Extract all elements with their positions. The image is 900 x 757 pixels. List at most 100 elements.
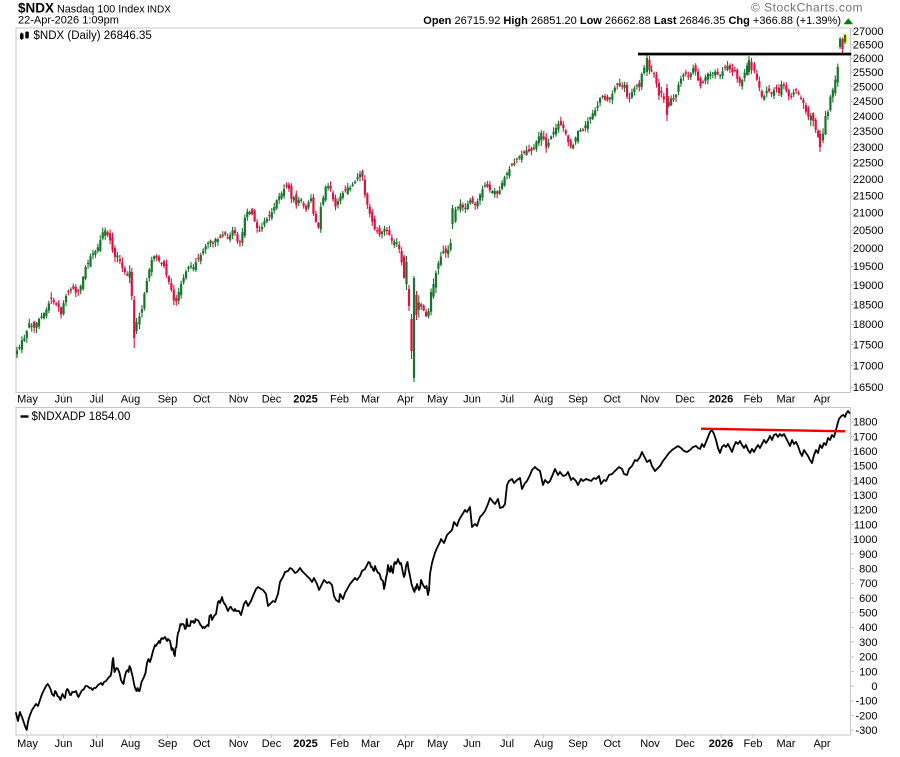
svg-text:Nov: Nov	[229, 738, 249, 750]
svg-text:Feb: Feb	[744, 738, 763, 750]
svg-text:22000: 22000	[853, 174, 884, 186]
svg-text:Sep: Sep	[158, 394, 178, 406]
svg-text:800: 800	[859, 564, 877, 576]
svg-text:Apr: Apr	[813, 394, 830, 406]
svg-text:100: 100	[859, 666, 877, 678]
svg-text:Aug: Aug	[121, 738, 141, 750]
svg-text:Oct: Oct	[603, 738, 620, 750]
svg-text:Jun: Jun	[463, 738, 481, 750]
svg-text:Nov: Nov	[229, 394, 249, 406]
svg-text:Mar: Mar	[777, 394, 796, 406]
svg-text:Sep: Sep	[568, 394, 588, 406]
svg-text:Feb: Feb	[330, 738, 349, 750]
svg-text:Mar: Mar	[361, 394, 380, 406]
svg-text:-200: -200	[855, 710, 877, 722]
svg-text:1300: 1300	[853, 490, 877, 502]
svg-text:Dec: Dec	[262, 394, 282, 406]
svg-text:May: May	[17, 738, 38, 750]
svg-text:Dec: Dec	[262, 738, 282, 750]
svg-text:Jun: Jun	[463, 394, 481, 406]
svg-text:$NDXADP 1854.00: $NDXADP 1854.00	[32, 411, 131, 423]
svg-text:400: 400	[859, 622, 877, 634]
svg-text:22-Apr-2026 1:09pm: 22-Apr-2026 1:09pm	[18, 15, 119, 27]
svg-text:1000: 1000	[853, 534, 877, 546]
svg-text:17000: 17000	[853, 361, 884, 373]
svg-text:25500: 25500	[853, 67, 884, 79]
svg-text:20500: 20500	[853, 225, 884, 237]
svg-text:© StockCharts.com: © StockCharts.com	[751, 1, 863, 15]
svg-text:Sep: Sep	[158, 738, 178, 750]
svg-text:200: 200	[859, 652, 877, 664]
svg-text:23000: 23000	[853, 142, 884, 154]
svg-text:300: 300	[859, 637, 877, 649]
svg-text:26500: 26500	[853, 39, 884, 51]
svg-text:17500: 17500	[853, 340, 884, 352]
svg-text:May: May	[427, 738, 448, 750]
svg-text:24000: 24000	[853, 111, 884, 123]
svg-text:Apr: Apr	[397, 738, 414, 750]
svg-text:21000: 21000	[853, 208, 884, 220]
svg-text:Jul: Jul	[89, 394, 103, 406]
svg-text:900: 900	[859, 549, 877, 561]
svg-text:2025: 2025	[293, 738, 317, 750]
svg-text:1800: 1800	[853, 417, 877, 429]
svg-text:Jul: Jul	[500, 738, 514, 750]
svg-text:21500: 21500	[853, 191, 884, 203]
svg-text:700: 700	[859, 578, 877, 590]
svg-text:Sep: Sep	[568, 738, 588, 750]
svg-text:Mar: Mar	[361, 738, 380, 750]
svg-text:27000: 27000	[853, 26, 884, 38]
svg-text:1500: 1500	[853, 461, 877, 473]
svg-text:25000: 25000	[853, 82, 884, 94]
svg-text:Oct: Oct	[193, 394, 210, 406]
svg-text:Mar: Mar	[777, 738, 796, 750]
svg-text:Aug: Aug	[121, 394, 141, 406]
svg-text:Open 26715.92 High 26851.20 Lo: Open 26715.92 High 26851.20 Low 26662.88…	[423, 15, 841, 27]
svg-text:18500: 18500	[853, 299, 884, 311]
svg-text:Apr: Apr	[813, 738, 830, 750]
svg-text:1100: 1100	[854, 519, 878, 531]
svg-text:-100: -100	[855, 696, 877, 708]
svg-text:1200: 1200	[853, 505, 877, 517]
svg-text:24500: 24500	[853, 96, 884, 108]
svg-text:Apr: Apr	[397, 394, 414, 406]
svg-text:0: 0	[871, 681, 877, 693]
svg-text:500: 500	[859, 608, 877, 620]
svg-text:May: May	[17, 394, 38, 406]
svg-text:Jul: Jul	[500, 394, 514, 406]
svg-text:Jul: Jul	[89, 738, 103, 750]
svg-text:INDX: INDX	[147, 5, 171, 16]
svg-text:Feb: Feb	[330, 394, 349, 406]
svg-text:$NDX (Daily) 26846.35: $NDX (Daily) 26846.35	[34, 30, 152, 42]
svg-text:2025: 2025	[293, 394, 317, 406]
svg-text:Aug: Aug	[534, 394, 554, 406]
svg-text:Nasdaq 100 Index: Nasdaq 100 Index	[57, 4, 145, 16]
svg-text:$NDX: $NDX	[18, 1, 54, 16]
svg-text:19500: 19500	[853, 261, 884, 273]
svg-text:23500: 23500	[853, 126, 884, 138]
svg-text:Oct: Oct	[603, 394, 620, 406]
svg-text:16500: 16500	[853, 382, 884, 394]
svg-text:Feb: Feb	[744, 394, 763, 406]
svg-text:Oct: Oct	[193, 738, 210, 750]
svg-text:-300: -300	[855, 725, 877, 737]
svg-text:Aug: Aug	[534, 738, 554, 750]
svg-text:19000: 19000	[853, 280, 884, 292]
svg-text:2026: 2026	[709, 394, 733, 406]
svg-text:Nov: Nov	[640, 738, 660, 750]
svg-text:1400: 1400	[853, 475, 877, 487]
svg-text:1700: 1700	[853, 431, 877, 443]
svg-text:22500: 22500	[853, 158, 884, 170]
svg-text:Dec: Dec	[675, 394, 695, 406]
svg-text:600: 600	[859, 593, 877, 605]
svg-text:Nov: Nov	[640, 394, 660, 406]
svg-text:2026: 2026	[709, 738, 733, 750]
svg-text:Dec: Dec	[675, 738, 695, 750]
svg-text:Jun: Jun	[55, 738, 73, 750]
svg-text:20000: 20000	[853, 243, 884, 255]
svg-text:18000: 18000	[853, 319, 884, 331]
svg-text:May: May	[427, 394, 448, 406]
svg-text:Jun: Jun	[55, 394, 73, 406]
svg-text:26000: 26000	[853, 53, 884, 65]
svg-text:1600: 1600	[853, 446, 877, 458]
